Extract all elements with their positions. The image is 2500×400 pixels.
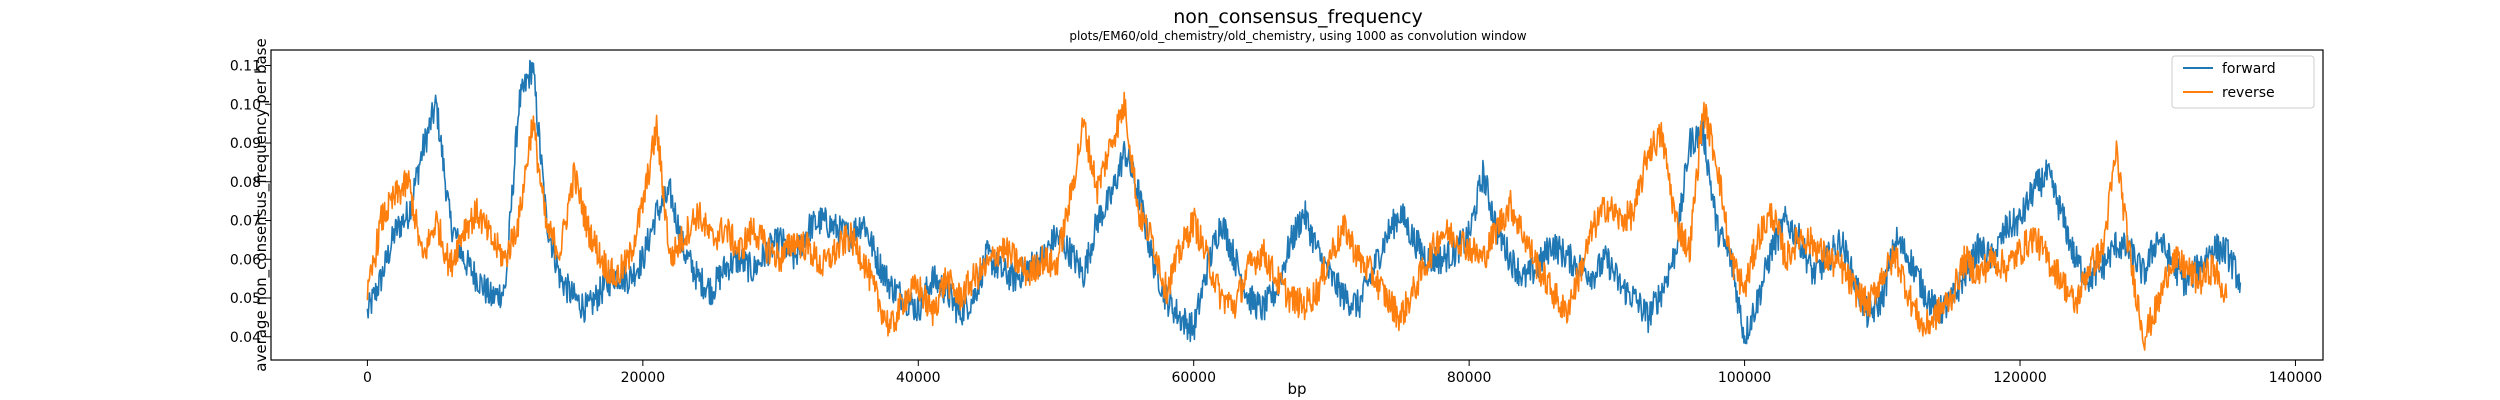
chart-subtitle: plots/EM60/old_chemistry/old_chemistry, …	[1069, 29, 1526, 43]
x-tick-label: 140000	[2269, 370, 2322, 386]
plot-frame	[270, 49, 2324, 361]
series-layer	[366, 59, 2242, 351]
x-tick-label: 60000	[1171, 370, 1216, 386]
legend-label-reverse: reverse	[2222, 85, 2275, 101]
x-axis: 0 20000 40000 60000 80000 100000 120000 140000	[363, 360, 2322, 386]
y-tick-label: 0.09	[230, 136, 261, 152]
y-tick-label: 0.11	[230, 59, 261, 75]
x-tick-label: 20000	[621, 370, 666, 386]
x-tick-label: 120000	[1993, 370, 2046, 386]
x-axis-label: bp	[1287, 380, 1306, 398]
legend-label-forward: forward	[2222, 61, 2276, 77]
series-line-reverse	[366, 91, 2228, 351]
y-axis: 0.04 0.05 0.06 0.07 0.08 0.09 0.10 0.11	[230, 59, 271, 346]
x-tick-label: 40000	[896, 370, 941, 386]
y-tick-label: 0.06	[230, 252, 261, 268]
y-tick-label: 0.04	[230, 330, 261, 346]
x-tick-label: 0	[363, 370, 372, 386]
legend: forward reverse	[2171, 55, 2315, 109]
y-tick-label: 0.07	[230, 214, 261, 230]
x-tick-label: 100000	[1718, 370, 1771, 386]
x-tick-label: 80000	[1447, 370, 1492, 386]
y-axis-label: average non_consensus_frequency per base	[252, 38, 271, 371]
y-tick-label: 0.05	[230, 291, 261, 307]
chart-title: non_consensus_frequency	[1173, 6, 1423, 28]
y-tick-label: 0.10	[230, 97, 261, 113]
y-tick-label: 0.08	[230, 175, 261, 191]
